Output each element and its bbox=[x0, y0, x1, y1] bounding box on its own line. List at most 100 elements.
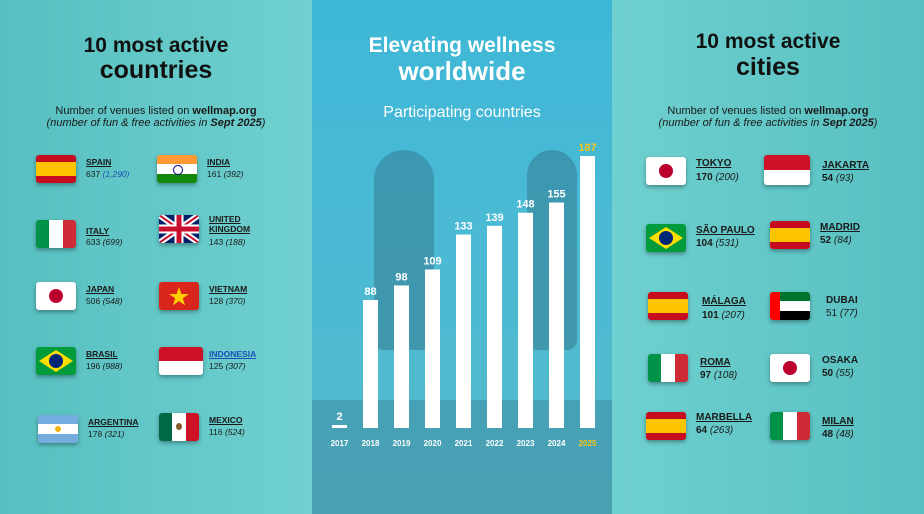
subtitle-month: Sept 2025 bbox=[822, 117, 874, 129]
item-name: INDIA bbox=[207, 157, 231, 167]
value-label-2021: 133 bbox=[454, 221, 472, 233]
tick-label-2019: 2019 bbox=[393, 439, 411, 448]
item-paren: (207) bbox=[721, 310, 745, 321]
bar-2023 bbox=[518, 212, 533, 428]
italy-flag-icon bbox=[648, 354, 688, 382]
item-stat: 54 (93) bbox=[822, 173, 854, 184]
item-name: JAPAN bbox=[86, 284, 115, 294]
subtitle-site: wellmap.org bbox=[192, 105, 257, 117]
item-paren: (263) bbox=[709, 425, 734, 436]
item-count: 97 bbox=[700, 370, 712, 381]
country-item-indonesia: INDONESIA 125 (307) bbox=[159, 345, 289, 379]
bar-2020 bbox=[425, 269, 440, 428]
item-paren: (524) bbox=[224, 427, 245, 437]
tick-label-2022: 2022 bbox=[486, 439, 504, 448]
item-count: 161 bbox=[207, 169, 222, 179]
spain-flag-icon bbox=[770, 221, 810, 249]
bar-2021 bbox=[456, 234, 471, 428]
item-stat: 52 (84) bbox=[820, 235, 852, 246]
item-paren: (392) bbox=[223, 169, 244, 179]
cities-title-line2: cities bbox=[736, 53, 800, 81]
item-paren: (988) bbox=[102, 361, 123, 371]
mexico-flag-icon bbox=[159, 413, 199, 441]
item-count: 64 bbox=[696, 425, 708, 436]
city-item-roma: ROMA 97 (108) bbox=[648, 352, 778, 386]
item-paren: (77) bbox=[839, 308, 858, 319]
item-paren: (48) bbox=[835, 429, 854, 440]
argentina-flag-icon bbox=[38, 415, 78, 443]
item-name: ARGENTINA bbox=[88, 417, 139, 427]
item-count: 178 bbox=[88, 429, 103, 439]
city-item-osaka: OSAKA 50 (55) bbox=[770, 352, 900, 386]
item-stat: 196 (988) bbox=[86, 361, 122, 371]
tick-label-2025: 2025 bbox=[579, 439, 597, 448]
italy-flag-icon bbox=[36, 220, 76, 248]
item-name: MILAN bbox=[822, 416, 854, 427]
item-name: JAKARTA bbox=[822, 160, 870, 171]
item-count: 633 bbox=[86, 237, 101, 247]
item-paren: (1,290) bbox=[102, 169, 130, 179]
item-paren: (548) bbox=[102, 296, 123, 306]
item-name: MEXICO bbox=[209, 415, 243, 425]
countries-title-line1: 10 most active bbox=[83, 34, 229, 57]
bar-2018 bbox=[363, 300, 378, 428]
spain-flag-icon bbox=[646, 412, 686, 440]
item-paren: (321) bbox=[104, 429, 125, 439]
item-count: 116 bbox=[209, 427, 223, 437]
subtitle-note: (number of fun & free activities in bbox=[46, 117, 211, 129]
country-item-japan: JAPAN 506 (548) bbox=[36, 280, 166, 314]
item-stat: 125 (307) bbox=[209, 361, 245, 371]
city-item-sao-paulo: SÃO PAULO 104 (531) bbox=[646, 222, 776, 256]
item-stat: 64 (263) bbox=[696, 425, 733, 436]
item-stat: 506 (548) bbox=[86, 296, 122, 306]
item-count: 101 bbox=[702, 310, 719, 321]
city-item-jakarta: JAKARTA 54 (93) bbox=[764, 153, 894, 187]
japan-flag-icon bbox=[646, 157, 686, 185]
participating-countries-chart: 2 2017 88 2018 98 2019 109 2020 133 2021 139 2022 14… bbox=[331, 142, 597, 448]
bar-2019 bbox=[394, 285, 409, 428]
country-item-spain: SPAIN 637 (1,290) bbox=[36, 153, 166, 187]
value-label-2024: 155 bbox=[547, 189, 565, 201]
subtitle-prefix: Number of venues listed on bbox=[667, 105, 805, 117]
item-count: 125 bbox=[209, 361, 224, 371]
item-count: 196 bbox=[86, 361, 101, 371]
value-label-2025: 187 bbox=[578, 142, 596, 154]
subtitle-prefix: Number of venues listed on bbox=[55, 105, 193, 117]
value-label-2019: 98 bbox=[395, 271, 407, 283]
item-paren: (531) bbox=[715, 238, 739, 249]
headline-line2: worldwide bbox=[398, 56, 526, 86]
value-label-2020: 109 bbox=[423, 255, 441, 267]
brazil-flag-icon bbox=[646, 224, 686, 252]
city-item-milan: MILAN 48 (48) bbox=[770, 410, 900, 444]
item-stat: 170 (200) bbox=[696, 172, 739, 183]
item-name: SPAIN bbox=[86, 157, 112, 167]
city-item-madrid: MADRID 52 (84) bbox=[770, 219, 900, 253]
brazil-flag-icon bbox=[36, 347, 76, 375]
item-name: VIETNAM bbox=[209, 284, 248, 294]
bar-2025 bbox=[580, 156, 595, 428]
item-paren: (188) bbox=[225, 237, 246, 247]
item-count: 506 bbox=[86, 296, 101, 306]
item-stat: 48 (48) bbox=[822, 429, 854, 440]
countries-panel: 10 most active countries Number of venue… bbox=[0, 0, 312, 514]
item-count: 637 bbox=[86, 169, 101, 179]
item-stat: 101 (207) bbox=[702, 310, 745, 321]
item-name: SÃO PAULO bbox=[696, 225, 755, 236]
item-stat: 104 (531) bbox=[696, 238, 739, 249]
city-item-dubai: DUBAI 51 (77) bbox=[770, 290, 900, 324]
tick-label-2021: 2021 bbox=[455, 439, 473, 448]
uk-flag-icon bbox=[159, 215, 199, 243]
item-paren: (55) bbox=[835, 368, 854, 379]
city-item-tokyo: TOKYO 170 (200) bbox=[646, 155, 776, 189]
india-flag-icon bbox=[157, 155, 197, 183]
item-count: 51 bbox=[826, 308, 838, 319]
item-paren: (93) bbox=[835, 173, 854, 184]
item-stat: 161 (392) bbox=[207, 169, 243, 179]
item-stat: 116 (524) bbox=[209, 427, 245, 437]
japan-flag-icon bbox=[770, 354, 810, 382]
item-paren: (108) bbox=[713, 370, 738, 381]
countries-title-line2: countries bbox=[99, 56, 213, 84]
country-item-argentina: ARGENTINA 178 (321) bbox=[38, 413, 168, 447]
item-count: 50 bbox=[822, 368, 834, 379]
item-name: MÁLAGA bbox=[702, 296, 746, 307]
